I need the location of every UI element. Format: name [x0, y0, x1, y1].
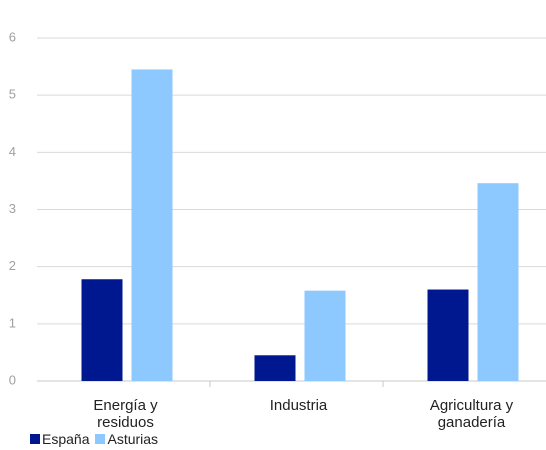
legend-swatch — [30, 434, 40, 444]
bar — [427, 289, 469, 381]
legend-label: Asturias — [107, 431, 159, 447]
legend-label: España — [42, 431, 90, 447]
legend: España Asturias — [30, 431, 158, 447]
y-tick-label: 2 — [9, 258, 16, 273]
y-tick-label: 1 — [9, 315, 16, 330]
bar — [81, 279, 123, 381]
y-tick-label: 5 — [9, 87, 16, 102]
legend-item: España — [30, 431, 89, 447]
x-tick-label: Agricultura y ganadería — [429, 397, 514, 431]
x-tick-label: Energía y residuos — [93, 397, 158, 431]
bar — [131, 69, 173, 382]
y-tick-label: 6 — [9, 29, 16, 44]
bar — [304, 290, 346, 381]
x-tick-label: Industria — [269, 397, 328, 414]
y-tick-label: 4 — [9, 144, 16, 159]
legend-item: Asturias — [95, 431, 158, 447]
legend-swatch — [95, 434, 106, 444]
bar — [254, 355, 296, 381]
y-tick-label: 0 — [9, 372, 16, 387]
y-tick-label: 3 — [9, 201, 16, 216]
bar — [477, 183, 519, 381]
